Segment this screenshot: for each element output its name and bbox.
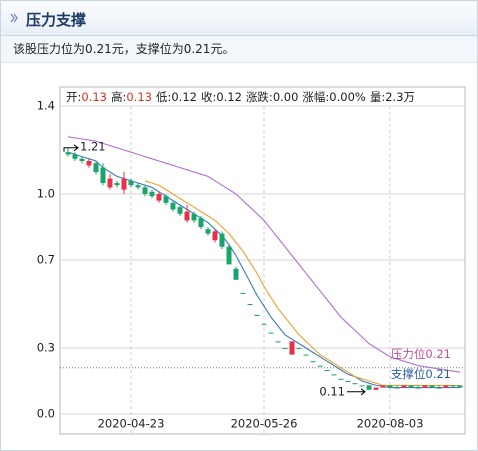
y-tick-label: 0.3 [37, 341, 55, 355]
candle-body [226, 246, 232, 265]
candle-body [233, 268, 239, 280]
candle-body [149, 191, 155, 197]
candle-body [275, 341, 281, 343]
candle-body [261, 323, 267, 325]
info-value: 2.3万 [385, 90, 415, 104]
support-name: 支撑位 [391, 366, 426, 380]
info-label: 高: [111, 90, 126, 104]
candle-body [443, 385, 449, 388]
candle-body [387, 385, 393, 388]
candle-body [121, 178, 127, 190]
info-label: 涨幅: [302, 90, 329, 104]
candle-body [93, 163, 99, 172]
info-line: 开:0.13 高:0.13 低:0.12 收:0.12 涨跌:0.00 涨幅:0.00% 量… [66, 90, 415, 104]
info-value: 0.12 [216, 90, 242, 104]
y-tick-label: 0.7 [37, 253, 55, 267]
candle-body [429, 385, 435, 388]
candle-body [79, 158, 85, 161]
x-tick-label: 2020-04-23 [98, 417, 165, 431]
min-arrow [347, 388, 366, 396]
info-label: 涨跌: [246, 90, 273, 104]
candle-body [135, 185, 141, 188]
ma-line [144, 180, 460, 386]
candle-body [373, 387, 379, 390]
candle-body [380, 385, 386, 388]
candle-body [408, 385, 414, 388]
candle-body [142, 187, 148, 194]
candle-body [107, 178, 113, 188]
info-label: 收: [201, 90, 216, 104]
candle-body [65, 152, 71, 155]
candle-body [289, 341, 295, 355]
candle-body [317, 365, 323, 367]
header-title: 压力支撑 [26, 11, 87, 29]
header: 压力支撑 [1, 1, 477, 36]
x-tick-label: 2020-08-03 [357, 417, 424, 431]
summary: 该股压力位为0.21元，支撑位为0.21元。 [1, 36, 477, 63]
y-tick-label: 0.0 [37, 407, 55, 421]
info-value: 0.00% [329, 90, 366, 104]
candle-body [163, 196, 169, 203]
candle-body [170, 202, 176, 210]
candle-body [247, 304, 253, 305]
candle-body [128, 180, 134, 186]
info-value: 0.00 [273, 90, 299, 104]
candle-body [436, 387, 442, 389]
candle-body [331, 374, 337, 376]
candle-body [324, 370, 330, 371]
support-label: 支撑位0.21 [391, 366, 451, 380]
info-value: 0.13 [126, 90, 152, 104]
resistance-name: 压力位 [391, 346, 426, 360]
candle-body [219, 233, 225, 247]
x-tick-label: 2020-05-26 [231, 417, 298, 431]
candle-body [352, 383, 358, 385]
candle-body [114, 183, 120, 186]
candle-body [296, 348, 302, 349]
candle-body [184, 211, 190, 221]
info-label: 量: [370, 90, 385, 104]
candle-body [450, 385, 456, 387]
info-label: 低: [156, 90, 171, 104]
ma-line [67, 136, 461, 373]
max-arrow [63, 144, 79, 152]
support-value: 0.21 [425, 366, 451, 380]
candle-body [282, 348, 288, 349]
candle-body [401, 385, 407, 388]
candle-body [156, 194, 162, 201]
candle-body [394, 387, 400, 389]
candle-body [345, 381, 351, 382]
candle-body [310, 361, 316, 363]
candle-body [86, 161, 92, 166]
candle-body [191, 213, 197, 221]
min-label: 0.11 [319, 384, 345, 398]
candle-body [100, 167, 106, 183]
candle-body [422, 385, 428, 388]
max-label: 1.21 [80, 139, 106, 153]
candle-body [177, 207, 183, 214]
candle-body [268, 332, 274, 334]
candle-body [415, 387, 421, 389]
candle-body [359, 385, 365, 387]
candle-body [457, 385, 463, 388]
candle-body [338, 378, 344, 380]
resistance-value: 0.21 [425, 346, 451, 360]
candle-body [212, 231, 218, 241]
candle-body [205, 229, 211, 234]
header-icon [10, 13, 18, 23]
candle-body [72, 154, 78, 159]
info-value: 0.12 [171, 90, 197, 104]
resistance-label: 压力位0.21 [391, 346, 451, 360]
info-value: 0.13 [81, 90, 107, 104]
candle-body [366, 385, 372, 390]
candle-body [254, 315, 260, 316]
candle-body [240, 293, 246, 294]
candle-body [303, 354, 309, 356]
y-tick-label: 1.4 [37, 99, 55, 113]
info-label: 开: [66, 90, 81, 104]
candle-body [198, 218, 204, 227]
y-tick-label: 1.0 [37, 187, 55, 201]
